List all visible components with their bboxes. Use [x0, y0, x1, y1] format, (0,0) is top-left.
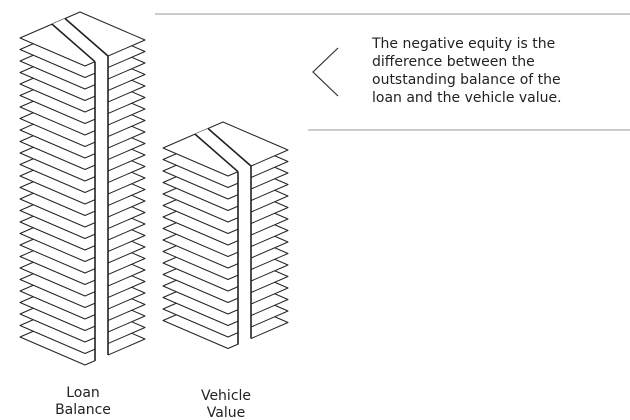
stack-label: Loan	[66, 385, 100, 401]
callout-line: The negative equity is the	[371, 36, 555, 52]
chevron	[313, 48, 338, 96]
stack-label: Vehicle	[201, 388, 251, 404]
stack-label: Balance	[55, 402, 111, 418]
callout: The negative equity is the difference be…	[371, 36, 562, 106]
callout-line: difference between the	[372, 54, 535, 70]
callout-line: outstanding balance of the	[372, 72, 561, 88]
callout-line: loan and the vehicle value.	[372, 90, 562, 106]
stacks	[20, 12, 288, 365]
illustration: The negative equity is the difference be…	[0, 0, 630, 420]
stack-label: Value	[207, 405, 245, 420]
